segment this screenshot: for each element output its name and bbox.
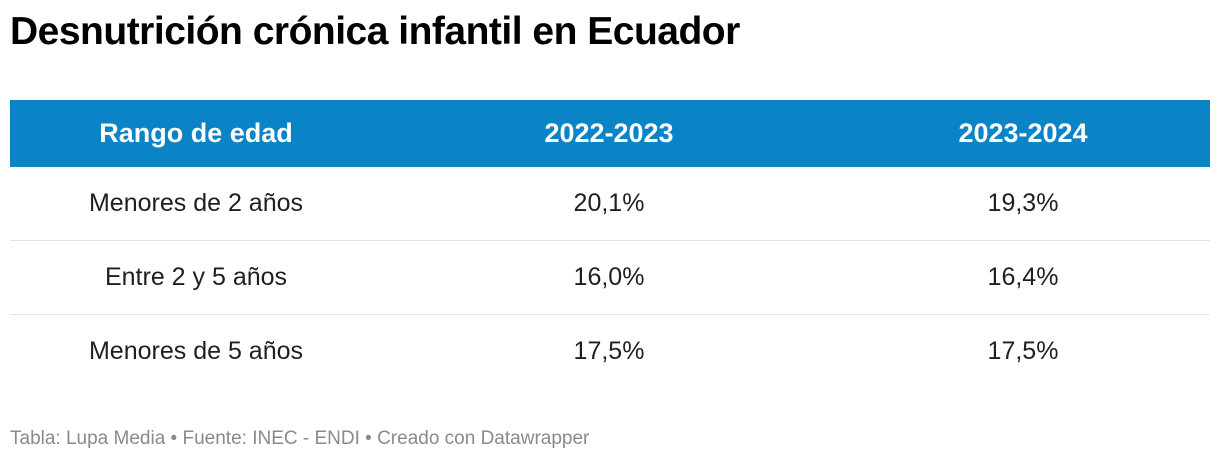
value-cell-2023-2024: 19,3% [987, 189, 1059, 217]
table-row: Entre 2 y 5 años 16,0% 16,4% [10, 241, 1210, 315]
column-header-2022-2023: 2022-2023 [544, 118, 674, 148]
column-header-2023-2024: 2023-2024 [958, 118, 1088, 148]
value-cell-2022-2023: 20,1% [573, 189, 645, 217]
table-row: Menores de 2 años 20,1% 19,3% [10, 167, 1210, 241]
value-cell-2022-2023: 16,0% [573, 263, 645, 291]
row-label-cell: Menores de 2 años [88, 189, 304, 217]
table-header-row: Rango de edad 2022-2023 2023-2024 [10, 100, 1210, 167]
row-label-cell: Menores de 5 años [88, 337, 304, 365]
data-table: Rango de edad 2022-2023 2023-2024 Menore… [10, 100, 1210, 388]
table-row: Menores de 5 años 17,5% 17,5% [10, 315, 1210, 388]
chart-title: Desnutrición crónica infantil en Ecuador [10, 10, 740, 53]
value-cell-2022-2023: 17,5% [573, 337, 645, 365]
row-label-cell: Entre 2 y 5 años [104, 263, 288, 291]
column-header-age-range: Rango de edad [99, 118, 293, 148]
source-footer: Tabla: Lupa Media • Fuente: INEC - ENDI … [10, 428, 590, 449]
value-cell-2023-2024: 16,4% [987, 263, 1059, 291]
value-cell-2023-2024: 17,5% [987, 337, 1059, 365]
